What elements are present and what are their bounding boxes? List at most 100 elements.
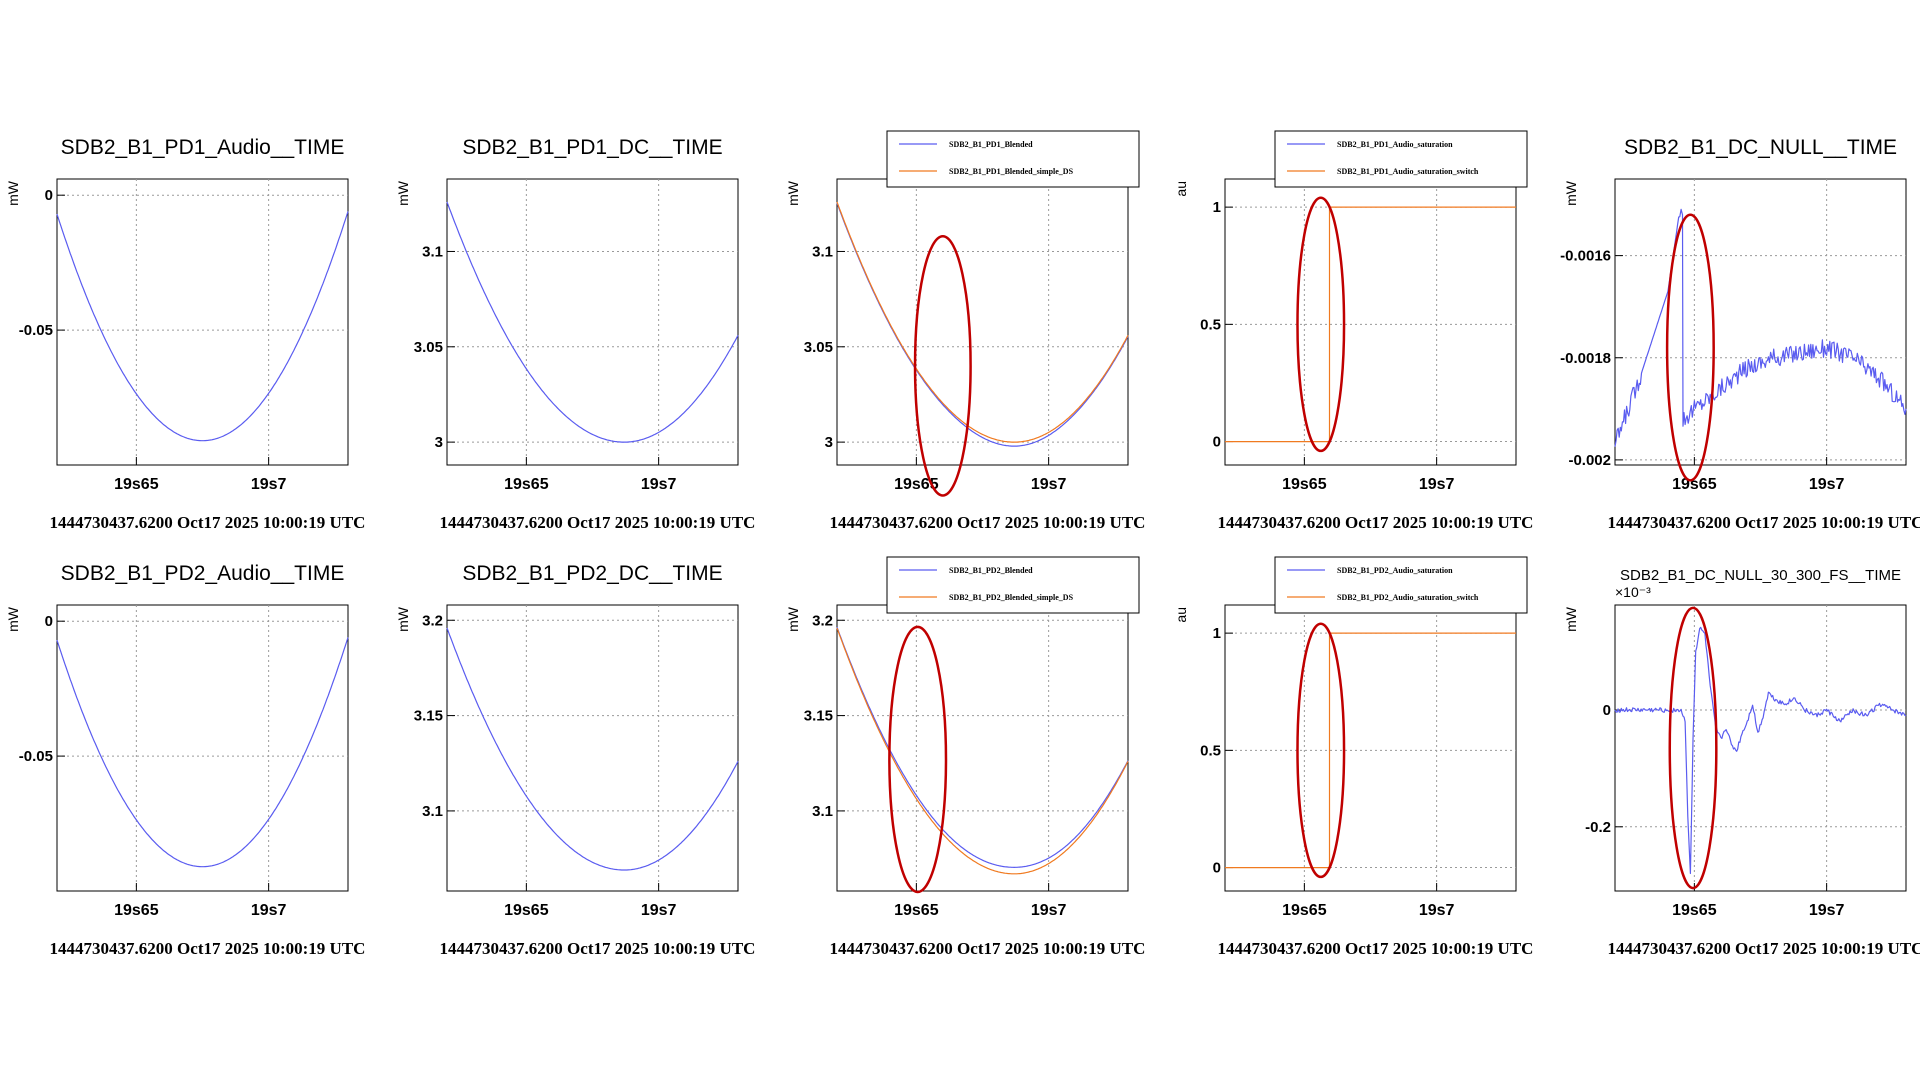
x-tick-label: 19s65 <box>1282 902 1327 919</box>
x-tick-label: 19s7 <box>1419 902 1455 919</box>
x-tick-label: 19s65 <box>1672 476 1717 493</box>
plot-frame <box>836 178 1129 466</box>
legend: SDB2_B1_PD2_Blended SDB2_B1_PD2_Blended_s… <box>886 556 1140 614</box>
legend: SDB2_B1_PD1_Audio_saturation SDB2_B1_PD1_… <box>1274 130 1528 188</box>
series-line-1 <box>836 626 1129 869</box>
series-line-2 <box>836 201 1129 443</box>
timestamp-footer: 1444730437.6200 Oct17 2025 10:00:19 UTC <box>1608 513 1920 532</box>
y-tick-label: 0 <box>1213 860 1221 877</box>
y-tick-label: 0 <box>1603 702 1611 719</box>
x-tick-label: 19s65 <box>504 902 549 919</box>
chart-title: SDB2_B1_PD1_DC__TIME <box>462 136 722 159</box>
y-axis-label: mW <box>1563 180 1579 206</box>
series-line-1 <box>446 201 739 443</box>
y-tick-label: 1 <box>1213 625 1221 642</box>
chart-panel-9: 19s65 19s7 1 0.5 0 au SDB2_B1_PD2_Audio_satura… <box>1173 556 1533 958</box>
x-tick-label: 19s65 <box>114 902 159 919</box>
timestamp-footer: 1444730437.6200 Oct17 2025 10:00:19 UTC <box>50 513 366 532</box>
plot-frame <box>1614 178 1907 466</box>
x-tick-label: 19s7 <box>251 476 287 493</box>
timestamp-footer: 1444730437.6200 Oct17 2025 10:00:19 UTC <box>1218 513 1534 532</box>
plot-frame <box>446 604 739 892</box>
x-tick-label: 19s65 <box>894 902 939 919</box>
legend-entry-label: SDB2_B1_PD2_Blended <box>949 566 1033 575</box>
legend-entry-label: SDB2_B1_PD2_Audio_saturation_switch <box>1337 593 1479 602</box>
timestamp-footer: 1444730437.6200 Oct17 2025 10:00:19 UTC <box>440 513 756 532</box>
series-line-1 <box>56 637 349 868</box>
y-tick-label: 0 <box>1213 434 1221 451</box>
legend-box <box>1274 130 1528 188</box>
y-axis-label: mW <box>395 180 411 206</box>
chart-panel-7: SDB2_B1_PD2_DC__TIME 19s65 19s7 3.2 3.15 3.1 m… <box>395 562 755 958</box>
timestamp-footer: 1444730437.6200 Oct17 2025 10:00:19 UTC <box>440 939 756 958</box>
timestamp-footer: 1444730437.6200 Oct17 2025 10:00:19 UTC <box>830 939 1146 958</box>
chart-title: SDB2_B1_PD2_DC__TIME <box>462 562 722 585</box>
y-tick-label: -0.002 <box>1568 452 1611 469</box>
y-tick-label: 3 <box>435 434 443 451</box>
x-tick-label: 19s65 <box>1282 476 1327 493</box>
x-tick-label: 19s7 <box>641 902 677 919</box>
y-tick-label: -0.05 <box>19 748 53 765</box>
y-tick-label: 3.15 <box>804 708 833 725</box>
y-axis-label: au <box>1173 607 1189 623</box>
x-tick-label: 19s7 <box>641 476 677 493</box>
chart-panel-4: 19s65 19s7 1 0.5 0 au SDB2_B1_PD1_Audio_satura… <box>1173 130 1534 532</box>
y-axis-label: mW <box>5 180 21 206</box>
y-tick-label: 0.5 <box>1200 316 1221 333</box>
plot-frame <box>1224 604 1517 892</box>
y-tick-label: 3.15 <box>414 708 443 725</box>
x-tick-label: 19s7 <box>1031 476 1067 493</box>
chart-panel-8: 19s65 19s7 3.2 3.15 3.1 mW SDB2_B1_PD2_Blended… <box>785 556 1146 958</box>
plot-frame <box>1224 178 1517 466</box>
annotation-ellipse <box>888 625 948 894</box>
y-tick-label: 3 <box>825 434 833 451</box>
y-tick-label: 3.1 <box>812 803 833 820</box>
legend-box <box>1274 556 1528 614</box>
y-tick-label: 0 <box>45 187 53 204</box>
series-line-1 <box>1225 206 1516 443</box>
plot-frame <box>56 178 349 466</box>
legend: SDB2_B1_PD2_Audio_saturation SDB2_B1_PD2_… <box>1274 556 1528 614</box>
annotation-ellipse <box>1296 622 1346 879</box>
series-line-1 <box>1225 632 1516 869</box>
legend-entry-label: SDB2_B1_PD1_Blended <box>949 140 1033 149</box>
y-axis-label: mW <box>395 606 411 632</box>
legend: SDB2_B1_PD1_Blended SDB2_B1_PD1_Blended_s… <box>886 130 1140 188</box>
legend-entry-label: SDB2_B1_PD1_Blended_simple_DS <box>949 167 1074 176</box>
y-tick-label: -0.0018 <box>1560 350 1611 367</box>
chart-title: SDB2_B1_PD2_Audio__TIME <box>61 562 345 585</box>
legend-entry-label: SDB2_B1_PD1_Audio_saturation_switch <box>1337 167 1479 176</box>
plot-frame <box>836 604 1129 892</box>
y-axis-label: mW <box>785 606 801 632</box>
timestamp-footer: 1444730437.6200 Oct17 2025 10:00:19 UTC <box>50 939 366 958</box>
series-line-2 <box>836 627 1129 875</box>
chart-panel-6: SDB2_B1_PD2_Audio__TIME 19s65 19s7 0 -0.05 mW… <box>5 562 365 958</box>
chart-panel-1: SDB2_B1_PD1_Audio__TIME 19s65 19s7 0 -0.05 mW… <box>5 136 365 532</box>
x-tick-label: 19s65 <box>894 476 939 493</box>
chart-title: SDB2_B1_DC_NULL_30_300_FS__TIME <box>1620 567 1901 584</box>
y-axis-label: mW <box>785 180 801 206</box>
y-tick-label: 1 <box>1213 199 1221 216</box>
x-tick-label: 19s7 <box>1809 902 1845 919</box>
timestamp-footer: 1444730437.6200 Oct17 2025 10:00:19 UTC <box>830 513 1146 532</box>
chart-panel-10: SDB2_B1_DC_NULL_30_300_FS__TIME 19s65 19s7… <box>1563 567 1920 958</box>
series-line-1 <box>1614 626 1907 875</box>
chart-panel-3: 19s65 19s73.13.053mWSDB2_B1_PD1_BlendedSD… <box>785 130 1146 532</box>
chart-title: SDB2_B1_DC_NULL__TIME <box>1624 136 1897 159</box>
y-tick-label: 3.1 <box>422 243 443 260</box>
chart-panel-5: SDB2_B1_DC_NULL__TIME 19s65 19s7 -0.0016 -0.… <box>1560 136 1920 532</box>
x-tick-label: 19s7 <box>1809 476 1845 493</box>
annotation-ellipse <box>1665 213 1715 482</box>
legend-entry-label: SDB2_B1_PD2_Blended_simple_DS <box>949 593 1074 602</box>
x-tick-label: 19s7 <box>251 902 287 919</box>
x-tick-label: 19s7 <box>1031 902 1067 919</box>
y-axis-label: au <box>1173 181 1189 197</box>
legend-box <box>886 130 1140 188</box>
y-tick-label: -0.05 <box>19 322 53 339</box>
y-tick-label: 0.5 <box>1200 742 1221 759</box>
y-tick-label: 3.2 <box>812 612 833 629</box>
y-tick-label: 3.05 <box>804 339 833 356</box>
y-axis-exponent: ×10⁻³ <box>1615 584 1651 600</box>
chart-title: SDB2_B1_PD1_Audio__TIME <box>61 136 345 159</box>
